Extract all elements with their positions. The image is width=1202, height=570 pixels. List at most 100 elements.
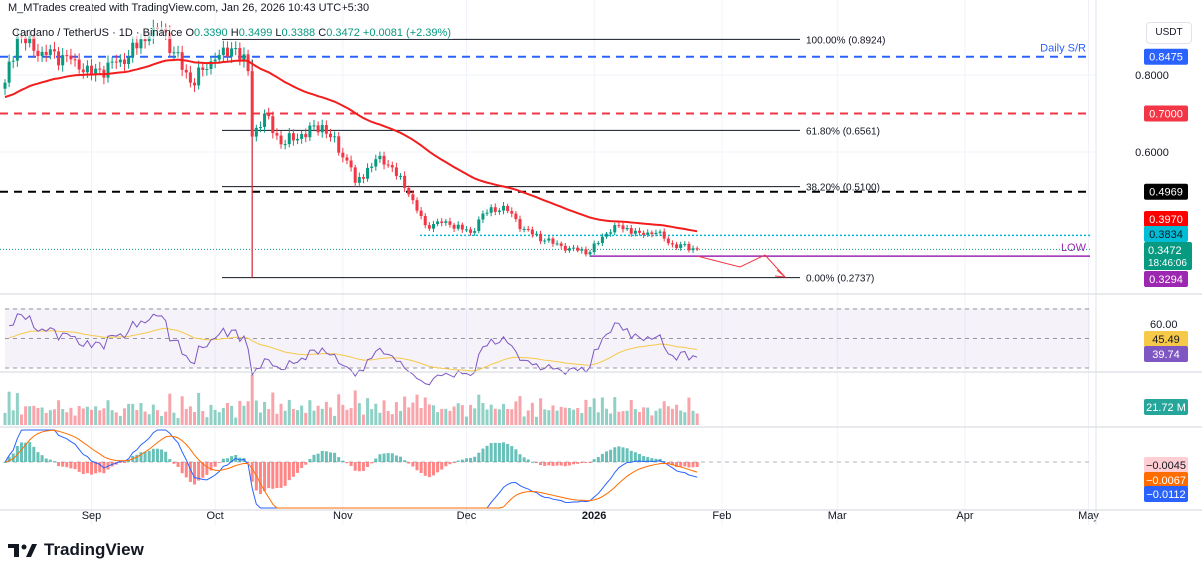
open-value: 0.3390 (194, 27, 228, 39)
y-tick-label: 0.6000 (1135, 147, 1169, 159)
macd-histogram-bar (221, 458, 225, 462)
macd-histogram-bar (283, 462, 287, 486)
candle-body (493, 207, 497, 212)
volume-bar (654, 410, 658, 425)
macd-histogram-bar (386, 453, 390, 462)
x-tick-label: Oct (207, 510, 224, 522)
tag-daily-sr: 0.8475 (1149, 52, 1183, 64)
volume-bar (61, 409, 65, 425)
volume-bar (621, 411, 625, 425)
macd-histogram-bar (683, 462, 687, 467)
macd-histogram-bar (320, 450, 324, 462)
fib-level-label: 100.00% (0.8924) (806, 35, 886, 46)
candle-body (110, 61, 114, 63)
candle-body (489, 207, 493, 213)
volume-bar (328, 407, 332, 425)
candle-body (605, 233, 609, 237)
candle-body (287, 133, 291, 145)
macd-histogram-bar (77, 462, 81, 472)
candle-body (234, 48, 238, 50)
tag-macd: −0.0112 (1146, 489, 1185, 501)
candle-body (452, 224, 456, 229)
volume-bar (567, 408, 571, 425)
volume-bar (69, 407, 73, 425)
volume-bar (695, 413, 699, 425)
macd-histogram-bar (456, 460, 460, 462)
tradingview-logo[interactable]: TradingView (8, 540, 144, 560)
macd-histogram-bar (69, 462, 73, 469)
chart-credit: M_MTrades created with TradingView.com, … (8, 2, 370, 14)
macd-histogram-bar (164, 451, 168, 462)
candle-body (629, 227, 633, 234)
currency-unit-button[interactable]: USDT (1146, 22, 1192, 44)
candle-body (300, 133, 304, 139)
candle-body (328, 133, 332, 138)
volume-bar (551, 405, 555, 425)
candle-body (642, 232, 646, 235)
macd-histogram-bar (477, 452, 481, 462)
macd-histogram-bar (176, 462, 180, 467)
volume-bar (366, 398, 370, 425)
candle-body (127, 56, 131, 65)
volume-bar (48, 410, 52, 425)
candle-body (559, 243, 563, 246)
candle-body (242, 54, 246, 61)
candle-body (522, 229, 526, 230)
macd-histogram-bar (44, 458, 48, 462)
volume-bar (361, 414, 365, 425)
macd-histogram-bar (180, 462, 184, 474)
volume-bar (180, 396, 184, 425)
candle-body (357, 177, 361, 183)
candle-body (423, 216, 427, 226)
macd-histogram-bar (382, 453, 386, 462)
macd-histogram-bar (473, 456, 477, 462)
candle-body (139, 39, 143, 49)
macd-histogram-bar (275, 462, 279, 488)
candle-body (534, 233, 538, 235)
macd-histogram-bar (543, 462, 547, 466)
volume-bar (423, 397, 427, 425)
macd-histogram-bar (675, 462, 679, 467)
volume-bar (662, 401, 666, 425)
candle-body (98, 68, 102, 70)
tag-0-3834: 0.3834 (1149, 229, 1183, 241)
candle-body (279, 135, 283, 145)
macd-histogram-bar (431, 462, 435, 476)
volume-bar (407, 407, 411, 425)
volume-bar (633, 409, 637, 425)
candle-body (131, 42, 135, 57)
volume-bar (625, 410, 629, 425)
volume-bar (448, 410, 452, 425)
macd-histogram-bar (304, 462, 308, 465)
candle-body (691, 248, 695, 251)
volume-bar (600, 397, 604, 425)
level-label: Daily S/R (1040, 43, 1086, 55)
macd-histogram-bar (168, 459, 172, 462)
volume-bar (547, 410, 551, 425)
high-label: H (230, 27, 239, 39)
candle-body (613, 225, 617, 233)
tag-rsi-bg (1144, 346, 1188, 362)
candle-body (588, 252, 592, 255)
macd-histogram-bar (654, 458, 658, 462)
macd-histogram-bar (291, 462, 295, 477)
macd-histogram-bar (415, 462, 419, 471)
close-label: C (318, 27, 327, 39)
macd-histogram-bar (357, 462, 361, 472)
candle-body (90, 65, 94, 75)
volume-bar (658, 408, 662, 425)
volume-bar (147, 414, 151, 425)
volume-bar (526, 410, 530, 425)
volume-bar (176, 418, 180, 425)
volume-bar (605, 408, 609, 425)
x-tick-label: Dec (457, 510, 477, 522)
candle-body (675, 244, 679, 248)
volume-bar (518, 396, 522, 425)
macd-histogram-bar (407, 462, 411, 464)
symbol-name[interactable]: Cardano / TetherUS · 1D · Binance (12, 27, 183, 39)
macd-histogram-bar (308, 459, 312, 462)
candle-body (469, 229, 473, 233)
volume-bar (675, 404, 679, 425)
macd-histogram-bar (205, 462, 209, 475)
